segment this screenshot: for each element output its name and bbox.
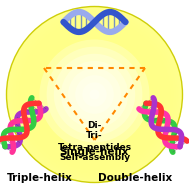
Circle shape [44, 44, 145, 145]
Circle shape [90, 90, 99, 99]
Circle shape [50, 50, 139, 139]
Circle shape [54, 54, 135, 135]
Circle shape [75, 75, 114, 114]
Circle shape [35, 35, 154, 154]
Circle shape [14, 14, 175, 175]
Text: Single-helix: Single-helix [60, 147, 129, 157]
Circle shape [91, 91, 98, 98]
Circle shape [24, 24, 165, 165]
Circle shape [65, 65, 124, 124]
Circle shape [63, 63, 126, 126]
Text: Tetra-peptides: Tetra-peptides [57, 143, 132, 152]
Circle shape [47, 47, 142, 142]
Circle shape [11, 11, 178, 178]
Text: Tri-: Tri- [86, 132, 103, 140]
Circle shape [74, 74, 115, 115]
Circle shape [68, 68, 121, 121]
Circle shape [26, 26, 163, 163]
Circle shape [88, 88, 101, 101]
Circle shape [39, 39, 150, 150]
Circle shape [36, 36, 153, 153]
Circle shape [45, 45, 144, 144]
Circle shape [27, 27, 162, 162]
Circle shape [21, 21, 168, 168]
Circle shape [83, 83, 106, 106]
Circle shape [59, 59, 130, 130]
Circle shape [60, 60, 129, 129]
Text: Triple-helix: Triple-helix [7, 173, 73, 183]
Circle shape [42, 42, 147, 147]
Circle shape [12, 12, 177, 177]
Circle shape [19, 19, 170, 170]
Circle shape [47, 47, 142, 142]
Circle shape [20, 20, 169, 169]
Circle shape [69, 69, 120, 120]
Circle shape [90, 90, 99, 99]
Circle shape [61, 61, 128, 128]
Circle shape [72, 72, 117, 117]
Circle shape [84, 84, 105, 105]
Circle shape [78, 78, 111, 111]
Circle shape [56, 56, 133, 133]
Circle shape [87, 87, 102, 102]
Circle shape [77, 77, 112, 112]
Circle shape [8, 8, 181, 181]
Text: Di-: Di- [87, 121, 102, 129]
Circle shape [93, 93, 96, 96]
Circle shape [71, 71, 118, 118]
Circle shape [62, 62, 127, 127]
Circle shape [80, 80, 109, 109]
Circle shape [82, 82, 107, 107]
Circle shape [9, 9, 180, 180]
Circle shape [32, 32, 157, 157]
Circle shape [48, 48, 141, 141]
Circle shape [6, 6, 183, 183]
Circle shape [66, 66, 123, 123]
Circle shape [68, 68, 121, 121]
Circle shape [38, 38, 151, 151]
Circle shape [33, 33, 156, 156]
Circle shape [40, 40, 149, 149]
Circle shape [23, 23, 166, 166]
Circle shape [51, 51, 138, 138]
Circle shape [29, 29, 160, 160]
Text: Self-assembly: Self-assembly [59, 153, 130, 163]
Circle shape [30, 30, 159, 159]
Text: Double-helix: Double-helix [98, 173, 172, 183]
Circle shape [41, 41, 148, 148]
Circle shape [53, 53, 136, 136]
Circle shape [86, 86, 103, 103]
Circle shape [17, 17, 172, 172]
Circle shape [81, 81, 108, 108]
Circle shape [75, 75, 114, 114]
Circle shape [15, 15, 174, 174]
Circle shape [57, 57, 132, 132]
Circle shape [54, 54, 135, 135]
